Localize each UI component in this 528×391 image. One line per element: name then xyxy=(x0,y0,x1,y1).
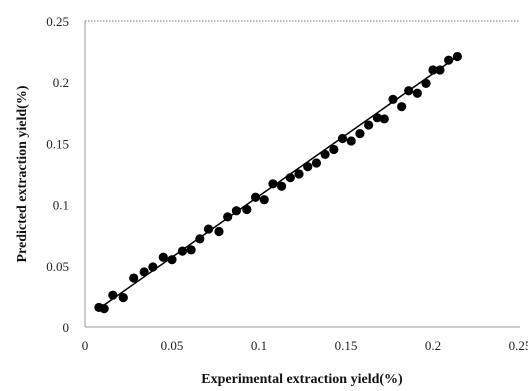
data-point xyxy=(285,173,295,183)
data-point xyxy=(158,252,168,262)
data-point xyxy=(259,195,269,205)
trend-line xyxy=(96,54,460,311)
y-tick-label: 0.15 xyxy=(46,136,69,151)
data-point xyxy=(388,94,398,104)
data-point xyxy=(231,206,241,216)
x-tick-label: 0.2 xyxy=(425,338,441,353)
data-point xyxy=(364,120,374,130)
data-point xyxy=(99,304,109,314)
data-point xyxy=(444,55,454,65)
y-tick-label: 0.2 xyxy=(53,75,69,90)
y-tick-labels: 0 0.05 0.1 0.15 0.2 0.25 xyxy=(46,14,69,335)
data-point xyxy=(277,181,287,191)
data-point xyxy=(346,136,356,146)
data-point xyxy=(167,255,177,265)
data-point xyxy=(139,267,149,277)
data-point xyxy=(129,273,139,283)
data-point xyxy=(452,51,462,62)
y-tick-label: 0.25 xyxy=(46,14,69,29)
data-point xyxy=(108,290,118,300)
y-tick-label: 0.1 xyxy=(53,198,69,213)
data-point xyxy=(428,65,438,75)
x-tick-label: 0.05 xyxy=(161,338,184,353)
data-point xyxy=(404,86,414,96)
data-point xyxy=(421,78,431,89)
data-point xyxy=(268,179,278,189)
data-point xyxy=(397,102,407,112)
data-point xyxy=(195,234,205,244)
data-point xyxy=(412,88,422,98)
x-tick-label: 0.1 xyxy=(251,338,267,353)
x-tick-label: 0 xyxy=(82,338,89,353)
x-tick-label: 0.25 xyxy=(509,338,528,353)
data-point xyxy=(355,129,365,139)
data-point xyxy=(186,245,196,255)
data-point xyxy=(250,192,261,202)
trend-line-group xyxy=(96,54,460,311)
data-point xyxy=(242,204,252,215)
data-point xyxy=(329,144,339,155)
y-tick-label: 0 xyxy=(63,320,70,335)
data-point xyxy=(294,169,304,179)
data-point xyxy=(118,293,128,303)
data-point xyxy=(148,262,158,272)
data-point xyxy=(177,246,188,256)
x-axis-title: Experimental extraction yield(%) xyxy=(201,372,403,387)
y-axis-title: Predicted extraction yield(%) xyxy=(15,85,30,262)
y-tick-label: 0.05 xyxy=(46,259,69,274)
data-point xyxy=(320,149,330,160)
data-point xyxy=(303,162,313,172)
data-point xyxy=(337,133,348,144)
x-tick-labels: 0 0.05 0.1 0.15 0.2 0.25 xyxy=(82,338,528,353)
data-points xyxy=(94,51,462,314)
data-point xyxy=(203,224,214,234)
data-point xyxy=(372,113,382,123)
data-point xyxy=(379,114,389,124)
x-tick-label: 0.15 xyxy=(335,338,358,353)
data-point xyxy=(214,226,224,237)
data-point xyxy=(311,158,322,168)
data-point xyxy=(435,65,445,75)
data-point xyxy=(223,212,233,222)
